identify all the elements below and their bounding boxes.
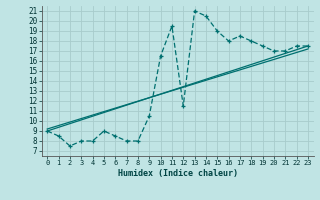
X-axis label: Humidex (Indice chaleur): Humidex (Indice chaleur) [118, 169, 237, 178]
